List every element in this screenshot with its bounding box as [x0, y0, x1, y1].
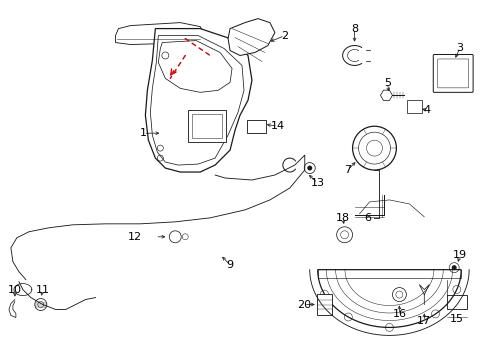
Polygon shape — [317, 270, 460, 328]
FancyBboxPatch shape — [406, 100, 421, 113]
Text: 12: 12 — [128, 232, 142, 242]
Circle shape — [306, 166, 312, 171]
Text: 11: 11 — [36, 284, 50, 294]
Text: 1: 1 — [140, 128, 146, 138]
Text: 20: 20 — [296, 300, 310, 310]
FancyBboxPatch shape — [188, 110, 225, 142]
FancyBboxPatch shape — [317, 294, 331, 315]
Polygon shape — [145, 28, 251, 172]
Text: 9: 9 — [226, 260, 233, 270]
Text: 18: 18 — [335, 213, 349, 223]
Text: 16: 16 — [391, 310, 406, 319]
Polygon shape — [150, 36, 244, 165]
Circle shape — [352, 126, 396, 170]
Text: 15: 15 — [449, 314, 463, 324]
Polygon shape — [158, 41, 232, 92]
Text: 3: 3 — [456, 42, 463, 53]
Text: 6: 6 — [363, 213, 370, 223]
Polygon shape — [115, 23, 205, 45]
Circle shape — [451, 265, 456, 270]
Text: 13: 13 — [310, 178, 324, 188]
Text: 7: 7 — [344, 165, 350, 175]
Text: 17: 17 — [416, 316, 430, 327]
FancyBboxPatch shape — [247, 120, 266, 133]
Text: 8: 8 — [350, 24, 357, 33]
Text: 5: 5 — [383, 78, 390, 88]
Text: 2: 2 — [281, 31, 288, 41]
Text: 4: 4 — [423, 105, 430, 115]
Text: 19: 19 — [452, 250, 466, 260]
FancyBboxPatch shape — [432, 54, 472, 92]
Text: 14: 14 — [270, 121, 285, 131]
Text: 10: 10 — [8, 284, 22, 294]
Polygon shape — [227, 19, 274, 55]
